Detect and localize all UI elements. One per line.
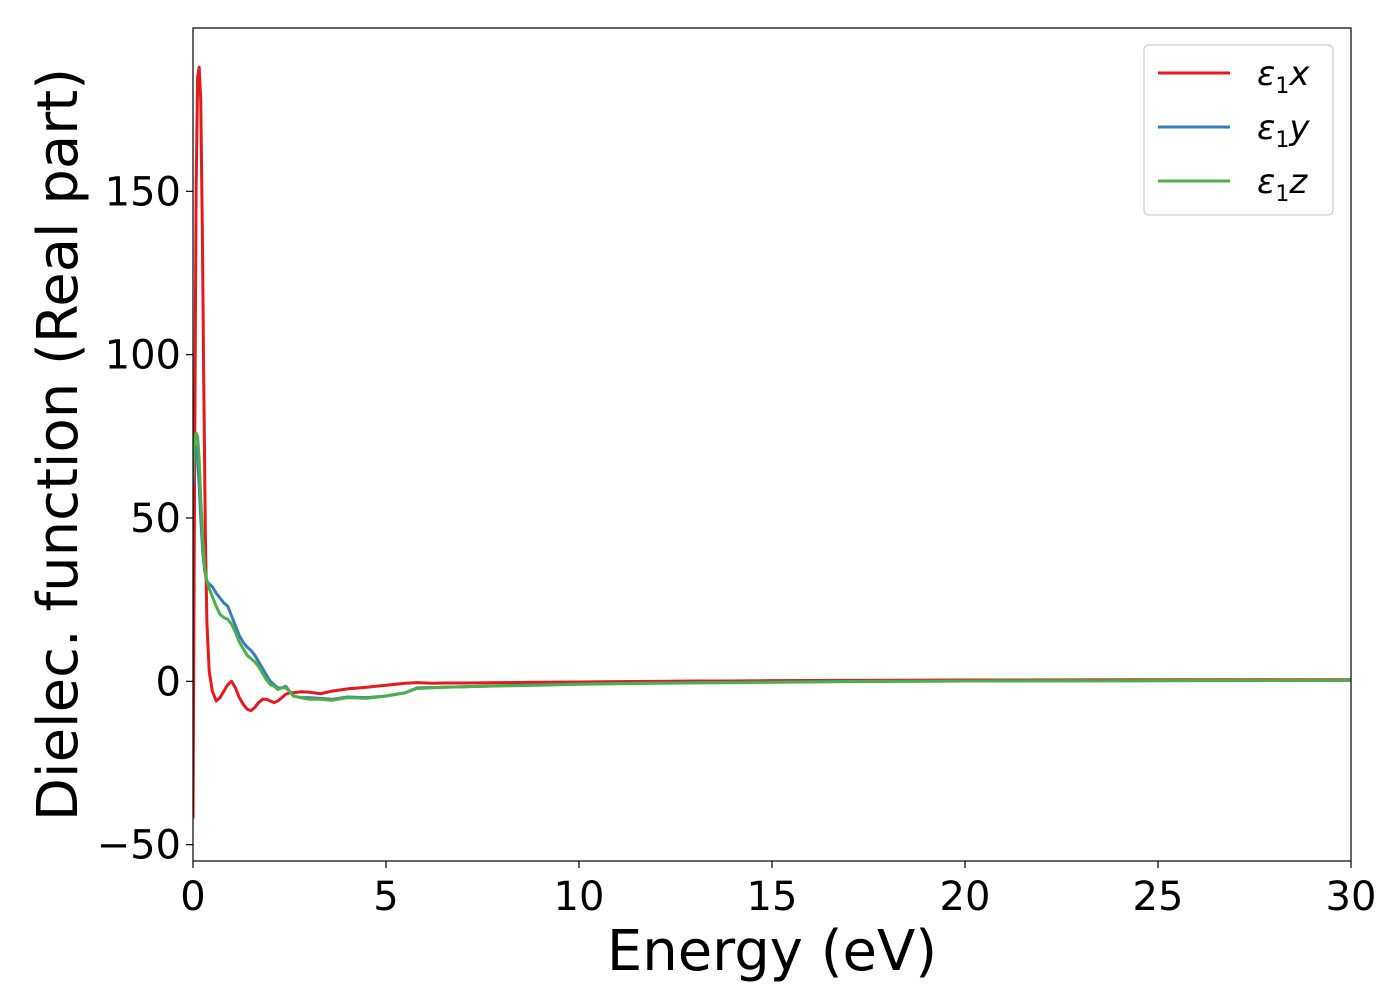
x-tick-label: 10 bbox=[554, 874, 605, 920]
y-tick-label: 50 bbox=[130, 496, 181, 542]
legend-box bbox=[1143, 44, 1334, 216]
series-lines bbox=[193, 65, 1351, 819]
series-line-2 bbox=[193, 444, 1351, 701]
legend: ε1x ε1y ε1z bbox=[1143, 44, 1334, 216]
legend-label: ε1y bbox=[1257, 108, 1310, 153]
legend-label: ε1x bbox=[1257, 54, 1310, 99]
y-tick-label: −50 bbox=[97, 823, 181, 869]
x-tick-label: 0 bbox=[180, 874, 205, 920]
y-tick-label: 0 bbox=[156, 659, 181, 705]
y-tick-label: 150 bbox=[105, 169, 181, 215]
x-tick-label: 25 bbox=[1133, 874, 1184, 920]
x-axis-title: Energy (eV) bbox=[607, 919, 937, 984]
legend-label: ε1z bbox=[1257, 162, 1308, 207]
y-axis-title: Dielec. function (Real part) bbox=[26, 68, 91, 821]
series-line-3 bbox=[193, 431, 1351, 702]
x-tick-label: 5 bbox=[373, 874, 398, 920]
series-line-1 bbox=[193, 65, 1351, 819]
y-tick-label: 100 bbox=[105, 333, 181, 379]
x-tick-label: 20 bbox=[940, 874, 991, 920]
x-tick-label: 15 bbox=[747, 874, 798, 920]
x-tick-label: 30 bbox=[1326, 874, 1377, 920]
axis-ticks: 0 5 10 15 20 25 30 −50 0 50 100 150 bbox=[97, 169, 1377, 920]
